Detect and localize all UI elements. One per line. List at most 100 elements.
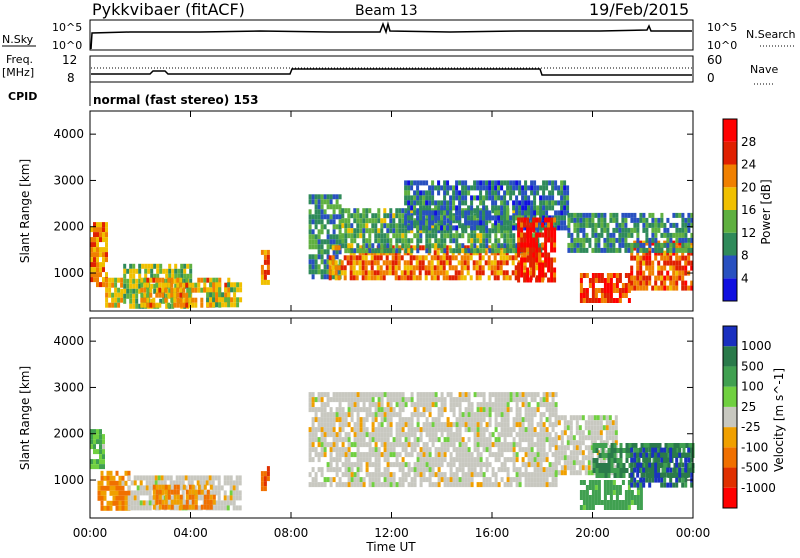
range-gate-cell — [428, 472, 432, 478]
range-gate-cell — [637, 458, 641, 463]
range-gate-cell — [521, 402, 525, 408]
range-gate-cell — [410, 422, 414, 428]
range-gate-cell — [554, 412, 558, 418]
range-gate-cell — [594, 500, 598, 505]
range-gate-cell — [494, 442, 498, 448]
range-gate-cell — [332, 234, 336, 240]
range-gate-cell — [500, 427, 504, 433]
range-gate-cell — [179, 494, 183, 500]
range-gate-cell — [329, 219, 333, 225]
range-gate-cell — [601, 453, 605, 458]
range-gate-cell — [335, 249, 339, 255]
range-gate-cell — [461, 392, 465, 398]
range-gate-cell — [590, 420, 594, 426]
range-gate-cell — [398, 482, 402, 488]
range-gate-cell — [232, 495, 236, 501]
range-gate-cell — [573, 247, 577, 253]
range-gate-cell — [341, 422, 345, 428]
range-gate-cell — [365, 417, 369, 423]
range-gate-cell — [398, 402, 402, 408]
range-gate-cell — [536, 447, 540, 453]
range-gate-cell — [202, 475, 206, 481]
range-gate-cell — [518, 422, 522, 428]
range-gate-cell — [451, 265, 455, 271]
range-gate-cell — [544, 257, 548, 263]
range-gate-cell — [639, 212, 643, 218]
range-gate-cell — [386, 238, 390, 244]
range-gate-cell — [666, 260, 670, 266]
range-gate-cell — [181, 495, 185, 501]
range-gate-cell — [362, 437, 366, 443]
range-gate-cell — [332, 447, 336, 453]
range-gate-cell — [374, 218, 378, 224]
range-gate-cell — [223, 505, 227, 511]
range-gate-cell — [678, 265, 682, 271]
range-gate-cell — [608, 435, 612, 441]
range-gate-cell — [625, 443, 629, 448]
range-gate-cell — [388, 270, 392, 276]
range-gate-cell — [681, 227, 685, 233]
range-gate-cell — [163, 475, 167, 481]
range-gate-cell — [542, 200, 546, 206]
range-gate-cell — [152, 277, 156, 283]
range-gate-cell — [314, 239, 318, 245]
range-gate-cell — [406, 270, 410, 276]
range-gate-cell — [311, 432, 315, 438]
range-gate-cell — [320, 249, 324, 255]
range-gate-cell — [473, 467, 477, 473]
range-gate-cell — [630, 247, 634, 253]
range-gate-cell — [440, 402, 444, 408]
range-gate-cell — [443, 238, 447, 244]
range-gate-cell — [431, 185, 435, 191]
range-gate-cell — [497, 225, 501, 231]
range-gate-cell — [485, 457, 489, 463]
range-gate-cell — [410, 180, 414, 186]
range-gate-cell — [263, 259, 267, 265]
range-gate-cell — [314, 407, 318, 413]
range-gate-cell — [114, 292, 118, 298]
range-gate-cell — [401, 462, 405, 468]
range-gate-cell — [308, 447, 312, 453]
range-gate-cell — [138, 288, 142, 294]
range-gate-cell — [630, 467, 634, 473]
range-gate-cell — [455, 225, 459, 231]
range-gate-cell — [410, 447, 414, 453]
range-gate-cell — [687, 212, 691, 218]
range-gate-cell — [138, 278, 142, 284]
range-gate-cell — [615, 490, 619, 495]
cpid-label: CPID — [8, 90, 37, 103]
range-gate-cell — [461, 180, 465, 186]
range-gate-cell — [590, 455, 594, 461]
range-gate-cell — [347, 477, 351, 483]
range-gate-cell — [380, 223, 384, 229]
range-gate-cell — [425, 457, 429, 463]
range-gate-cell — [388, 265, 392, 271]
x-tick-label: 08:00 — [274, 526, 309, 540]
range-gate-cell — [377, 462, 381, 468]
range-gate-cell — [597, 490, 601, 495]
range-gate-cell — [332, 442, 336, 448]
range-gate-cell — [425, 233, 429, 239]
range-gate-cell — [332, 239, 336, 245]
range-gate-cell — [554, 477, 558, 483]
range-gate-cell — [482, 248, 486, 254]
range-gate-cell — [675, 260, 679, 266]
range-gate-cell — [120, 288, 124, 294]
range-gate-cell — [214, 490, 218, 496]
range-gate-cell — [352, 275, 356, 281]
range-gate-cell — [404, 185, 408, 191]
range-gate-cell — [587, 455, 591, 461]
range-gate-cell — [524, 210, 528, 216]
range-gate-cell — [326, 239, 330, 245]
range-gate-cell — [633, 285, 637, 291]
range-gate-cell — [578, 470, 582, 476]
range-gate-cell — [652, 443, 656, 448]
range-gate-cell — [563, 430, 567, 436]
range-gate-cell — [500, 195, 504, 201]
range-gate-cell — [690, 222, 694, 228]
range-gate-cell — [624, 495, 628, 500]
range-gate-cell — [550, 232, 554, 238]
range-gate-cell — [541, 252, 545, 258]
range-gate-cell — [320, 269, 324, 275]
range-gate-cell — [500, 233, 504, 239]
